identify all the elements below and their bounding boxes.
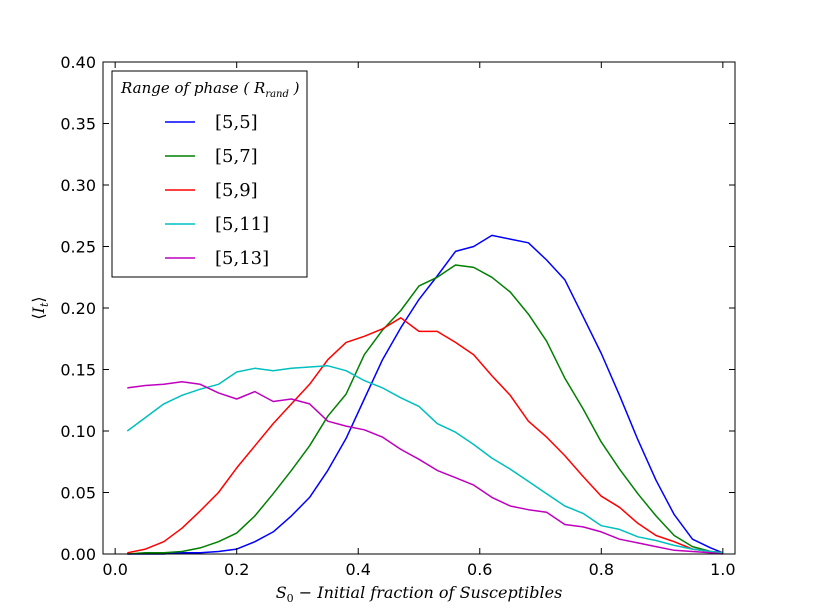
y-tick-label: 0.05 xyxy=(60,484,96,503)
y-tick-label: 0.30 xyxy=(60,176,96,195)
series-line-3 xyxy=(126,365,723,554)
legend-label-0: [5,5] xyxy=(215,112,258,133)
legend-entries: [5,5] [5,7] [5,9] [5,11] [5,13] xyxy=(165,112,269,269)
x-tick-label: 0.2 xyxy=(224,560,249,579)
series-line-2 xyxy=(127,317,723,554)
legend-box xyxy=(111,70,308,278)
legend-label-4: [5,13] xyxy=(215,248,269,269)
legend-title: Range of phase ( Rrand ) xyxy=(120,79,300,100)
y-tick-label: 0.00 xyxy=(60,545,96,564)
legend-label-2: [5,9] xyxy=(215,180,258,201)
series-line-4 xyxy=(127,381,723,555)
series-layer xyxy=(126,234,724,555)
series-line-1 xyxy=(127,264,723,555)
legend-label-3: [5,11] xyxy=(215,214,269,235)
y-tick-label: 0.15 xyxy=(60,361,96,380)
y-tick-label: 0.35 xyxy=(60,115,96,134)
legend: Range of phase ( Rrand ) [5,5] [5,7] [5,9]… xyxy=(111,70,308,278)
x-tick-label: 0.0 xyxy=(102,560,127,579)
x-axis-title: S0 − Initial fraction of Susceptibles xyxy=(276,583,563,605)
x-tick-label: 0.4 xyxy=(346,560,371,579)
x-tick-label: 0.6 xyxy=(467,560,492,579)
y-tick-label: 0.25 xyxy=(60,238,96,257)
tick-layer: 0.0 0.2 0.4 0.6 0.8 1.0 0.00 0.05 0.10 0.15 0.20 0.… xyxy=(60,53,735,579)
x-tick-label: 1.0 xyxy=(710,560,735,579)
x-tick-label: 0.8 xyxy=(589,560,614,579)
y-axis-title: ⟨It⟩ xyxy=(29,296,51,319)
y-tick-label: 0.40 xyxy=(60,53,96,72)
legend-label-1: [5,7] xyxy=(215,146,258,167)
y-tick-label: 0.20 xyxy=(60,299,96,318)
series-line-0 xyxy=(127,234,724,555)
y-tick-label: 0.10 xyxy=(60,422,96,441)
